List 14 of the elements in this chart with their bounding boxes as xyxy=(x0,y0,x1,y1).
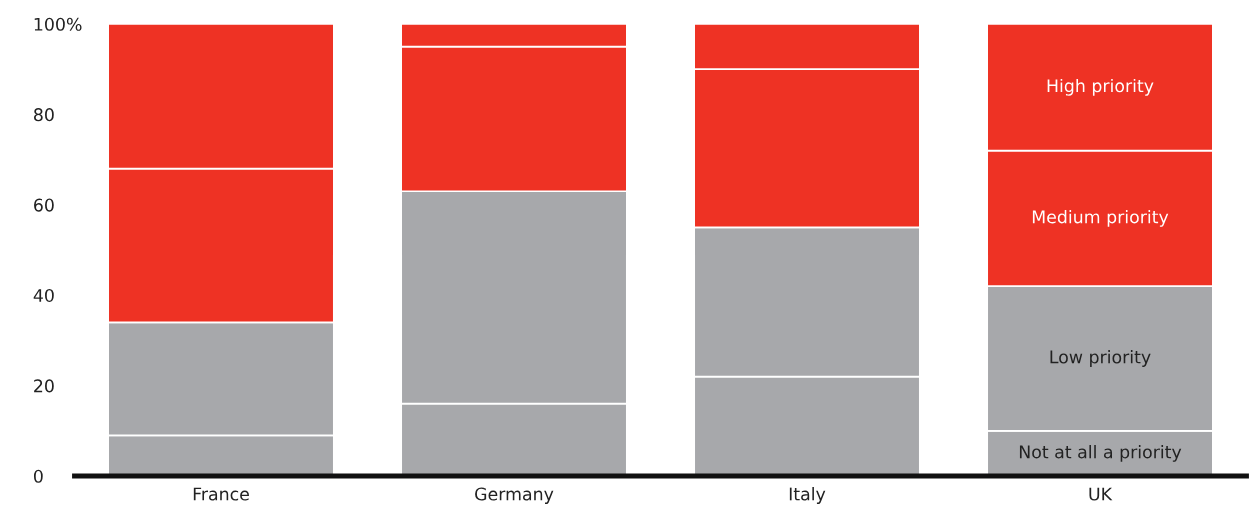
x-tick-label: Italy xyxy=(789,487,826,504)
x-tick-label: UK xyxy=(1089,487,1113,501)
y-tick-label: 20 xyxy=(34,379,54,393)
x-tick-label: Germany xyxy=(475,487,554,504)
y-tick-label: 100% xyxy=(34,17,82,31)
series-label: Medium priority xyxy=(1032,209,1169,227)
series-label: Not at all a priority xyxy=(1019,445,1182,462)
y-tick-label: 60 xyxy=(34,198,54,212)
series-label: High priority xyxy=(1047,78,1154,96)
y-tick-label: 80 xyxy=(34,108,54,122)
y-tick-label: 0 xyxy=(33,469,43,483)
y-tick-label: 40 xyxy=(33,288,54,303)
x-tick-label: France xyxy=(193,487,249,501)
series-label: Low priority xyxy=(1050,350,1151,367)
